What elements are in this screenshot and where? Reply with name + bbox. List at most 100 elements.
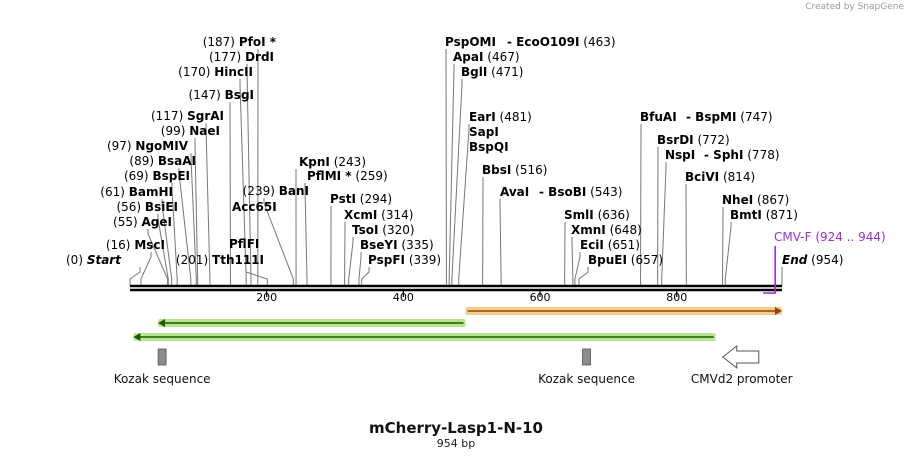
feature-kozak-2[interactable]: Kozak sequence: [538, 348, 635, 386]
site-avai-label: AvaI: [500, 185, 529, 199]
site-nspi[interactable]: NspI: [665, 148, 695, 162]
site-tsoi-position: (320): [382, 223, 414, 237]
feature-arrow-2[interactable]: [158, 319, 466, 327]
feature-arrow-1[interactable]: [465, 307, 782, 315]
site-ecoo109i-dash: -: [507, 35, 516, 49]
primer-cmv-f[interactable]: CMV-F (924 .. 944): [763, 230, 886, 294]
site-bpuei[interactable]: BpuEI (657): [588, 253, 663, 267]
site-agei[interactable]: (55) AgeI: [113, 215, 172, 229]
site-nhei-position: (867): [757, 193, 789, 207]
site-bseyi-leader: [358, 252, 362, 285]
site-bspqi[interactable]: BspQI: [469, 140, 509, 154]
site-pspfi[interactable]: PspFI (339): [368, 253, 441, 267]
site-bsobi-dash: -: [539, 185, 548, 199]
feature-arrow-3-head: [133, 333, 141, 341]
site-pspomi[interactable]: PspOMI: [445, 35, 496, 49]
site-pspfi-position: (339): [409, 253, 441, 267]
site-pflfi[interactable]: PflFI: [229, 237, 259, 251]
feature-cmvd2-promoter[interactable]: CMVd2 promoter: [691, 344, 793, 386]
site-ecoo109i[interactable]: - EcoO109I (463): [507, 35, 616, 49]
site-hincii-name: HincII: [214, 65, 253, 79]
site-bsgi[interactable]: (147) BsgI: [189, 88, 254, 102]
site-bcivi[interactable]: BciVI (814): [685, 170, 755, 184]
site-nhei[interactable]: NheI (867): [722, 193, 789, 207]
site-kpni[interactable]: KpnI (243): [299, 155, 366, 169]
site-bsobi[interactable]: - BsoBI (543): [539, 185, 622, 199]
site-bsaai-name: BsaAI: [158, 154, 196, 168]
site-pfoi-star: *: [266, 35, 277, 49]
site-sphi[interactable]: - SphI (778): [704, 148, 780, 162]
site-ecii[interactable]: EciI (651): [580, 238, 640, 252]
site-pspfi-leader: [361, 267, 370, 285]
site-xmni[interactable]: XmnI (648): [571, 223, 642, 237]
site-tsoi[interactable]: TsoI (320): [352, 223, 415, 237]
site-tth111i[interactable]: (201) Tth111I: [176, 253, 264, 267]
site-pfoi[interactable]: (187) PfoI *: [203, 35, 277, 49]
site-bsaai[interactable]: (89) BsaAI: [129, 154, 196, 168]
site-end[interactable]: End (954): [782, 253, 843, 267]
site-pspomi-name: PspOMI: [445, 35, 496, 49]
site-bsgi-label: (147) BsgI: [189, 88, 254, 102]
site-bani[interactable]: (239) BanI: [243, 184, 309, 198]
site-kpni-label: KpnI (243): [299, 155, 366, 169]
site-bsiei-leader: [157, 214, 169, 285]
site-bbsi[interactable]: BbsI (516): [482, 163, 547, 177]
site-bmti-name: BmtI: [730, 208, 762, 222]
kozak-box-1: [157, 348, 167, 366]
site-bseyi[interactable]: BseYI (335): [360, 238, 434, 252]
site-bspmi-dash: -: [686, 110, 695, 124]
site-bspmi[interactable]: - BspMI (747): [686, 110, 773, 124]
site-apai-name: ApaI: [453, 50, 483, 64]
site-bsrdi-label: BsrDI (772): [657, 133, 730, 147]
site-pflmi[interactable]: PflMI * (259): [307, 169, 388, 183]
site-msci[interactable]: (16) MscI: [106, 238, 165, 252]
site-bamhi-name: BamHI: [129, 185, 173, 199]
site-bsrdi[interactable]: BsrDI (772): [657, 133, 730, 147]
site-nhei-name: NheI: [722, 193, 753, 207]
site-acc65i-name: Acc65I: [232, 200, 277, 214]
construct-name: mCherry-Lasp1-N-10: [369, 419, 543, 437]
promoter-label: CMVd2 promoter: [691, 372, 793, 386]
site-naei[interactable]: (99) NaeI: [161, 124, 220, 138]
site-apai[interactable]: ApaI (467): [453, 50, 520, 64]
site-sgrai[interactable]: (117) SgrAI: [151, 109, 224, 123]
feature-kozak-1[interactable]: Kozak sequence: [114, 348, 211, 386]
site-xcmi[interactable]: XcmI (314): [344, 208, 413, 222]
site-bcivi-label: BciVI (814): [685, 170, 755, 184]
site-bspmi-position: (747): [740, 110, 772, 124]
site-avai[interactable]: AvaI: [500, 185, 529, 199]
site-kpni-position: (243): [334, 155, 366, 169]
site-bsobi-position: (543): [590, 185, 622, 199]
feature-arrow-3[interactable]: [133, 333, 716, 341]
site-sapi[interactable]: SapI: [469, 125, 499, 139]
site-avai-leader: [499, 199, 502, 285]
site-ecii-name: EciI: [580, 238, 604, 252]
site-eari[interactable]: EarI (481): [469, 110, 532, 124]
site-ngomiv[interactable]: (97) NgoMIV: [107, 139, 189, 153]
site-psti[interactable]: PstI (294): [330, 192, 392, 206]
site-bgli[interactable]: BglI (471): [461, 65, 523, 79]
site-bspei[interactable]: (69) BspEI: [124, 169, 190, 183]
primer-cmv-f-arrow: [763, 246, 776, 294]
site-xcmi-label: XcmI (314): [344, 208, 413, 222]
site-agei-position: (55): [113, 215, 138, 229]
site-msci-label: (16) MscI: [106, 238, 165, 252]
site-sgrai-name: SgrAI: [187, 109, 224, 123]
site-eari-leader: [458, 124, 470, 285]
site-bsiei[interactable]: (56) BsiEI: [116, 200, 178, 214]
site-bmti[interactable]: BmtI (871): [730, 208, 798, 222]
site-bamhi-position: (61): [100, 185, 125, 199]
site-start[interactable]: (0) Start: [66, 253, 122, 267]
site-bamhi-label: (61) BamHI: [100, 185, 173, 199]
site-smli[interactable]: SmlI (636): [564, 208, 630, 222]
site-smli-label: SmlI (636): [564, 208, 630, 222]
site-bbsi-position: (516): [515, 163, 547, 177]
site-drdi[interactable]: (177) DrdI: [209, 50, 274, 64]
site-bsiei-name: BsiEI: [145, 200, 178, 214]
site-drdi-name: DrdI: [245, 50, 274, 64]
site-bamhi[interactable]: (61) BamHI: [100, 185, 173, 199]
site-sphi-dash: -: [704, 148, 713, 162]
site-hincii[interactable]: (170) HincII: [178, 65, 253, 79]
site-bfuai[interactable]: BfuAI: [640, 110, 677, 124]
site-acc65i[interactable]: Acc65I: [232, 200, 277, 214]
